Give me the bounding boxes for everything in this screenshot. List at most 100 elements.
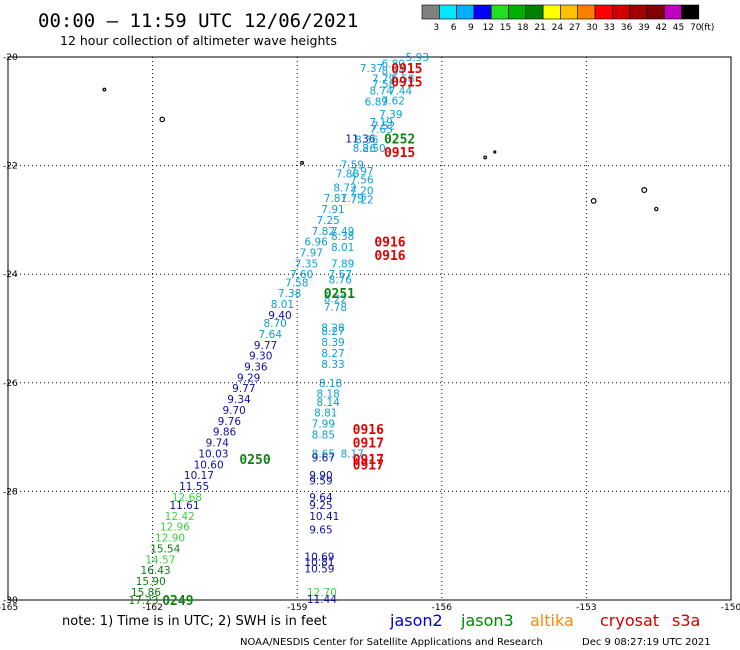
colorbar-swatch: [525, 4, 544, 20]
wave-height-label: 9.77: [254, 340, 277, 352]
wave-height-label: 15.90: [136, 576, 166, 588]
colorbar-swatch: [508, 4, 527, 20]
y-tick-label: -26: [3, 379, 18, 389]
wave-height-label: 7.58: [372, 79, 395, 91]
wave-height-label: 8.65: [312, 448, 335, 460]
legend-entry: altika: [530, 611, 574, 630]
colorbar-swatch: [560, 4, 579, 20]
colorbar-swatch: [421, 4, 440, 20]
colorbar-swatch: [611, 4, 630, 20]
y-tick-label: -28: [3, 487, 18, 497]
wave-height-label: 10.69: [304, 552, 334, 564]
wave-height-label: 16.43: [141, 565, 171, 577]
wave-height-label: 8.38: [331, 231, 354, 243]
colorbar-label: 6: [451, 23, 457, 33]
wave-height-label: 7.25: [316, 215, 339, 227]
wave-height-label: 8.18: [319, 378, 342, 390]
legend-entry: jason3: [460, 611, 514, 630]
island-marker: [159, 116, 166, 123]
colorbar-label: 12: [482, 23, 493, 33]
footer-credit: NOAA/NESDIS Center for Satellite Applica…: [240, 637, 543, 648]
colorbar-swatch: [438, 4, 457, 20]
colorbar-swatch: [629, 4, 648, 20]
pass-time-label: 0915: [391, 75, 422, 90]
colorbar-label: 45: [673, 23, 684, 33]
footer-note: note: 1) Time is in UTC; 2) SWH is in fe…: [62, 614, 327, 629]
colorbar-label: 42: [655, 23, 666, 33]
legend-entry: cryosat: [600, 611, 659, 630]
wave-height-label: 9.59: [309, 476, 332, 488]
wave-height-label: 7.56: [350, 175, 374, 187]
pass-time-label: 0917: [353, 458, 384, 473]
wave-height-label: 8.76: [329, 275, 353, 287]
wave-height-label: 7.91: [321, 204, 344, 216]
colorbar-swatch: [646, 4, 665, 20]
colorbar-label: 15: [500, 23, 511, 33]
wave-height-label: 11.36: [345, 133, 375, 145]
wave-height-label: 8.70: [263, 318, 286, 330]
wave-height-label: 12.68: [172, 492, 202, 504]
pass-time-labels: 0915091502520915091609160251091609170917…: [162, 62, 422, 609]
wave-height-label: 9.67: [312, 453, 335, 465]
wave-height-label: 7.81: [324, 193, 347, 205]
wave-height-label: 7.88: [336, 169, 359, 181]
wave-height-label: 6.89: [365, 97, 388, 109]
wave-height-label: 8.17: [341, 448, 364, 460]
wave-height-label: 9.34: [227, 394, 251, 406]
wave-height-label: 12.70: [307, 587, 337, 599]
wave-height-label: 12.90: [155, 533, 185, 545]
legend-entry: s3a: [672, 611, 700, 630]
colorbar-label: 33: [604, 23, 615, 33]
island-marker: [300, 160, 305, 165]
x-tick-label: -156: [432, 603, 453, 613]
colorbar-label: 39: [638, 23, 650, 33]
colorbar-label: 3: [433, 23, 439, 33]
wave-height-label: 7.97: [300, 247, 323, 259]
wave-height-label: 9.77: [232, 383, 255, 395]
wave-height-label: 7.38: [278, 288, 301, 300]
wave-height-label: 9.76: [218, 416, 242, 428]
y-tick-label: -22: [3, 162, 18, 172]
island-marker: [493, 150, 497, 154]
chart-subtitle: 12 hour collection of altimeter wave hei…: [60, 33, 337, 48]
wave-height-label: 7.52: [372, 120, 395, 132]
axis-tick-labels: -165 -162 -159 -156 -153 -150 -20 -22 -24 -26 -28 -…: [0, 53, 740, 613]
wave-height-label: 7.89: [331, 258, 354, 270]
island-markers: [102, 87, 659, 212]
wave-height-label: 9.64: [309, 492, 333, 504]
pass-time-label: 0915: [391, 62, 422, 77]
wave-height-label: 7.97: [350, 166, 373, 178]
colorbar-swatch: [473, 4, 492, 20]
x-tick-label: -150: [721, 603, 740, 613]
x-tick-label: -159: [287, 603, 308, 613]
wave-height-label: 8.27: [321, 326, 344, 338]
wave-height-label: 9.65: [309, 524, 332, 536]
wave-height-label: 7.60: [290, 269, 313, 281]
wave-height-label: 8.18: [316, 389, 339, 401]
wave-height-label: 10.17: [184, 470, 214, 482]
wave-height-label: 10.60: [194, 459, 224, 471]
colorbar-legend: 3 6 9 12 15 18 21 24 27 30 33 36 39 42 45 70 (ft): [421, 4, 714, 33]
y-tick-label: -30: [3, 596, 18, 606]
wave-height-label: 9.86: [213, 427, 237, 439]
colorbar-swatch: [681, 4, 700, 20]
colorbar-swatch: [490, 4, 509, 20]
wave-height-labels: 6.805.937.377.796.588.647.588.747.446.89…: [129, 52, 430, 607]
pass-time-label: 0252: [384, 132, 415, 147]
colorbar-label: 27: [569, 23, 580, 33]
island-marker: [102, 87, 107, 92]
wave-height-label: 9.70: [222, 405, 245, 417]
wave-height-label: 7.37: [360, 63, 383, 75]
wave-height-label: 12.42: [165, 511, 195, 523]
colorbar-label: 30: [586, 23, 598, 33]
wave-height-label: 7.20: [350, 186, 373, 198]
wave-height-label: 11.61: [169, 500, 199, 512]
wave-height-label: 17.23: [129, 595, 159, 607]
wave-height-label: 9.40: [268, 310, 291, 322]
wave-height-label: 7.22: [350, 194, 373, 206]
wave-height-label: 7.79: [341, 193, 364, 205]
wave-height-label: 14.57: [145, 554, 175, 566]
island-marker: [483, 155, 488, 160]
wave-height-label: 11.44: [307, 594, 337, 606]
